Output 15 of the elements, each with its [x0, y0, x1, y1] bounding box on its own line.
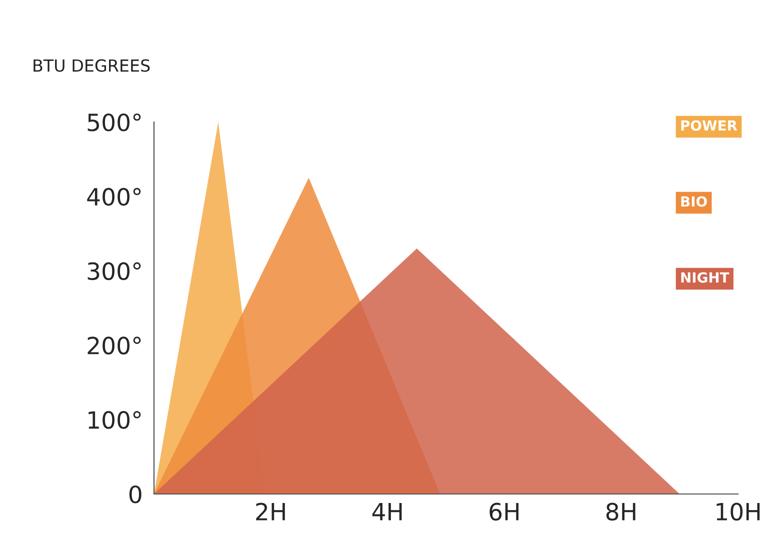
x-tick-label: 8H [606, 502, 636, 521]
x-tick-label: 4H [372, 503, 402, 520]
text: NIGHT [681, 272, 730, 283]
y-axis-title: BTU DEGREES [34, 59, 150, 72]
x-tick-label: 2H [256, 502, 285, 520]
y-tick-label: 100° [88, 411, 141, 429]
text: POWER [681, 120, 738, 131]
x-tick-label: 6H [490, 502, 518, 521]
x-tick-label: 10H [716, 502, 760, 521]
text: BIO [681, 196, 707, 207]
y-tick-label: 300° [88, 262, 141, 280]
y-tick-label: 400° [87, 188, 141, 206]
y-tick-label: 0 [129, 485, 142, 504]
y-tick-label: 500° [88, 113, 141, 132]
y-tick-label: 200° [88, 336, 141, 355]
